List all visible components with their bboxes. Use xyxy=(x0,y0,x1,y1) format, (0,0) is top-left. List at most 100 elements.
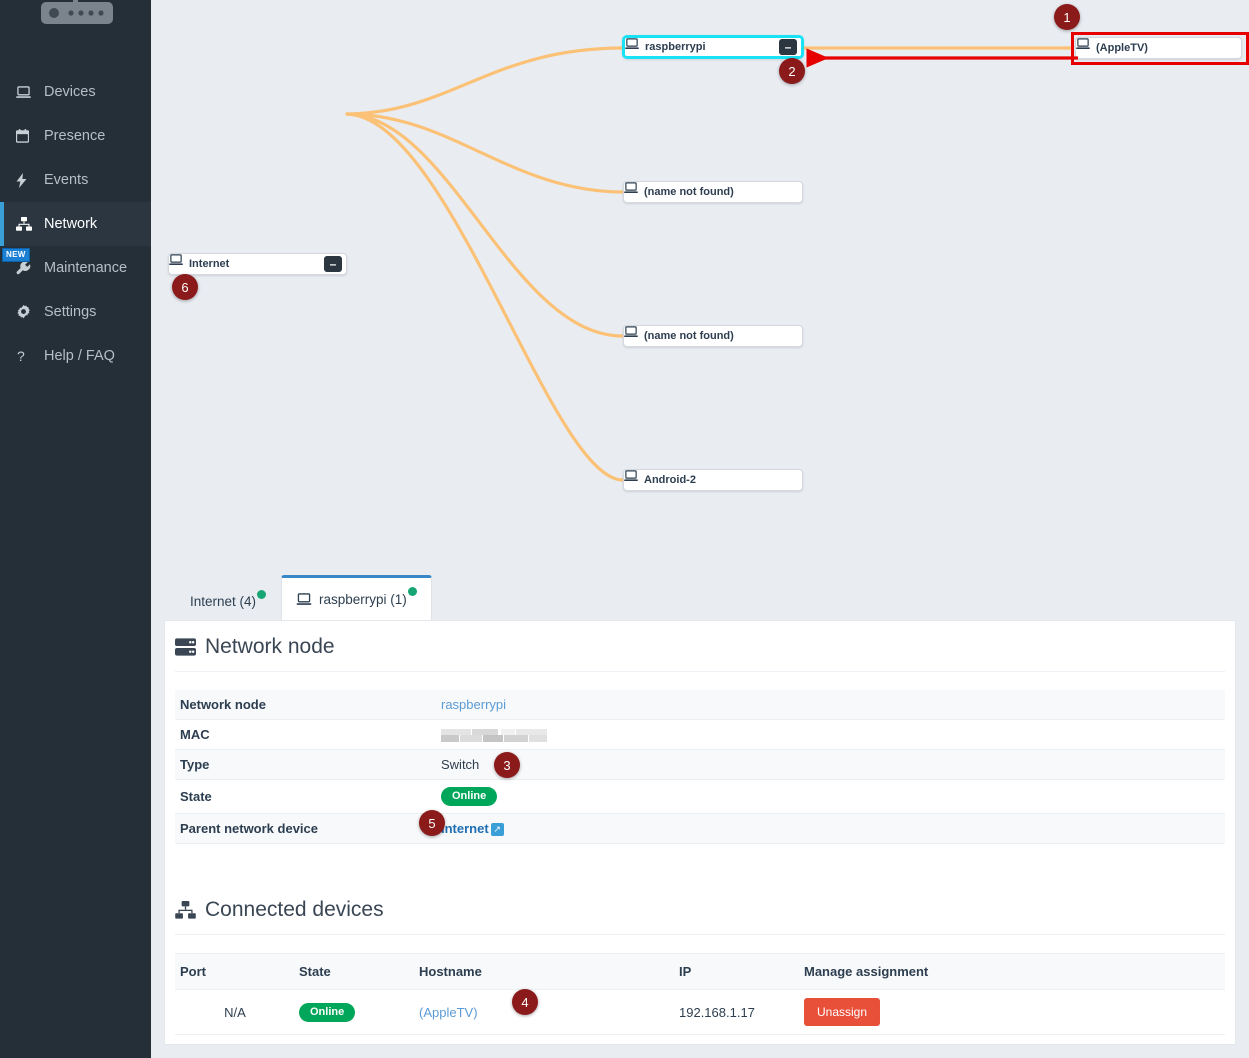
server-icon xyxy=(175,637,196,657)
column-header-state[interactable]: State xyxy=(295,953,415,991)
divider xyxy=(175,934,1225,936)
sidebar-item-help-faq[interactable]: ? Help / FAQ xyxy=(0,334,151,378)
sidebar-item-settings[interactable]: Settings xyxy=(0,290,151,334)
external-link-icon[interactable]: ↗ xyxy=(490,823,504,837)
network-node-link[interactable]: raspberrypi xyxy=(441,697,507,712)
node-label: Android-2 xyxy=(644,474,696,486)
row-value: raspberrypi xyxy=(437,690,1225,720)
cell-port: N/A xyxy=(175,989,295,1036)
annotation-marker-6: 6 xyxy=(172,274,198,300)
table-row: Type Switch xyxy=(175,749,1225,781)
sidebar-item-label: Settings xyxy=(44,304,97,320)
sidebar-item-label: Presence xyxy=(44,128,106,144)
sidebar: Devices Presence xyxy=(0,0,151,1058)
table-row: Parent network device Internet ↗ xyxy=(175,813,1225,845)
app-logo[interactable] xyxy=(0,0,151,44)
node-label: (AppleTV) xyxy=(1096,42,1148,54)
laptop-icon xyxy=(16,85,38,99)
topology-node-internet[interactable]: Internet – xyxy=(168,253,347,275)
gear-icon xyxy=(16,304,38,320)
bolt-icon xyxy=(16,172,38,188)
svg-text:?: ? xyxy=(17,349,25,364)
sidebar-nav: Devices Presence xyxy=(0,70,151,378)
sidebar-item-events[interactable]: Events xyxy=(0,158,151,202)
section-title-text: Connected devices xyxy=(205,898,384,922)
tab-raspberrypi[interactable]: raspberrypi (1) xyxy=(281,575,432,620)
node-label: Internet xyxy=(189,258,230,270)
table-row: MAC xyxy=(175,719,1225,751)
parent-device-link[interactable]: Internet xyxy=(441,821,489,837)
topology-node-appletv[interactable]: (AppleTV) xyxy=(1075,37,1242,59)
sidebar-item-devices[interactable]: Devices xyxy=(0,70,151,114)
detail-panel: Network node Network node raspberrypi MA… xyxy=(164,620,1236,1045)
calendar-icon xyxy=(16,129,38,143)
row-key: Type xyxy=(175,749,437,781)
sidebar-item-label: Events xyxy=(44,172,89,188)
node-label: (name not found) xyxy=(644,186,734,198)
sidebar-item-label: Maintenance xyxy=(44,260,128,276)
sidebar-item-presence[interactable]: Presence xyxy=(0,114,151,158)
main-content: Internet – raspberrypi – xyxy=(151,0,1249,1058)
sidebar-item-network[interactable]: Network xyxy=(0,202,151,246)
network-topology-diagram[interactable]: Internet – raspberrypi – xyxy=(151,0,1249,565)
topology-node-android-2[interactable]: Android-2 xyxy=(623,469,803,491)
topology-node-raspberrypi[interactable]: raspberrypi – xyxy=(623,36,803,58)
row-value: Switch xyxy=(437,749,1225,781)
section-title-text: Network node xyxy=(205,635,335,658)
column-header-hostname[interactable]: Hostname xyxy=(415,953,675,991)
divider xyxy=(175,671,1225,672)
tab-label: Internet (4) xyxy=(190,594,257,609)
annotation-marker-2: 2 xyxy=(779,58,805,84)
column-header-port[interactable]: Port xyxy=(175,953,295,991)
cell-state: Online xyxy=(295,989,415,1036)
annotation-marker-3: 3 xyxy=(494,752,520,778)
sidebar-item-label: Network xyxy=(44,216,98,232)
collapse-toggle-internet[interactable]: – xyxy=(324,256,342,272)
node-label: (name not found) xyxy=(644,330,734,342)
connected-devices-table: Port State Hostname IP Manage assignment… xyxy=(175,953,1225,1036)
sidebar-item-maintenance[interactable]: NEW Maintenance xyxy=(0,246,151,290)
network-node-heading: Network node xyxy=(165,621,1235,671)
node-label: raspberrypi xyxy=(645,41,706,53)
column-header-manage-assignment[interactable]: Manage assignment xyxy=(800,953,1225,991)
column-header-ip[interactable]: IP xyxy=(675,953,800,991)
router-icon xyxy=(40,0,113,24)
status-dot-online xyxy=(407,587,417,596)
tab-label: raspberrypi (1) xyxy=(319,591,407,607)
sidebar-item-label: Devices xyxy=(44,84,96,100)
topology-node-unknown-1[interactable]: (name not found) xyxy=(623,181,803,203)
mac-redacted-value xyxy=(441,729,547,743)
table-row: N/A Online (AppleTV) 192.168.1.17 Unassi… xyxy=(175,989,1225,1036)
sitemap-icon xyxy=(175,901,196,919)
annotation-marker-1: 1 xyxy=(1054,4,1080,30)
table-header-row: Port State Hostname IP Manage assignment xyxy=(175,953,1225,991)
row-value: Internet ↗ xyxy=(437,813,1225,845)
annotation-marker-4: 4 xyxy=(512,989,538,1015)
cell-ip: 192.168.1.17 xyxy=(675,989,800,1036)
table-row: Network node raspberrypi xyxy=(175,690,1225,720)
annotation-marker-5: 5 xyxy=(419,810,445,836)
new-badge: NEW xyxy=(2,248,30,262)
network-node-details-table: Network node raspberrypi MAC xyxy=(175,690,1225,845)
status-badge: Online xyxy=(441,787,498,807)
row-key: MAC xyxy=(175,719,437,751)
collapse-toggle-raspberrypi[interactable]: – xyxy=(779,39,797,55)
wrench-icon xyxy=(16,260,38,276)
detail-tabs: Internet (4) raspberrypi (1) xyxy=(175,575,432,620)
status-badge: Online xyxy=(299,1002,356,1022)
tab-internet[interactable]: Internet (4) xyxy=(175,582,281,620)
row-key: Network node xyxy=(175,690,437,720)
row-key: State xyxy=(175,779,437,815)
unassign-button[interactable]: Unassign xyxy=(804,998,881,1027)
laptop-icon xyxy=(296,592,312,606)
table-row: State Online xyxy=(175,779,1225,815)
topology-node-unknown-2[interactable]: (name not found) xyxy=(623,325,803,347)
question-icon: ? xyxy=(16,349,38,364)
sitemap-icon xyxy=(16,217,38,231)
hostname-link[interactable]: (AppleTV) xyxy=(419,1004,478,1020)
cell-manage-assignment: Unassign xyxy=(800,989,1225,1036)
status-dot-online xyxy=(257,590,267,599)
connected-devices-heading: Connected devices xyxy=(165,884,1235,934)
cell-hostname: (AppleTV) xyxy=(415,989,675,1036)
